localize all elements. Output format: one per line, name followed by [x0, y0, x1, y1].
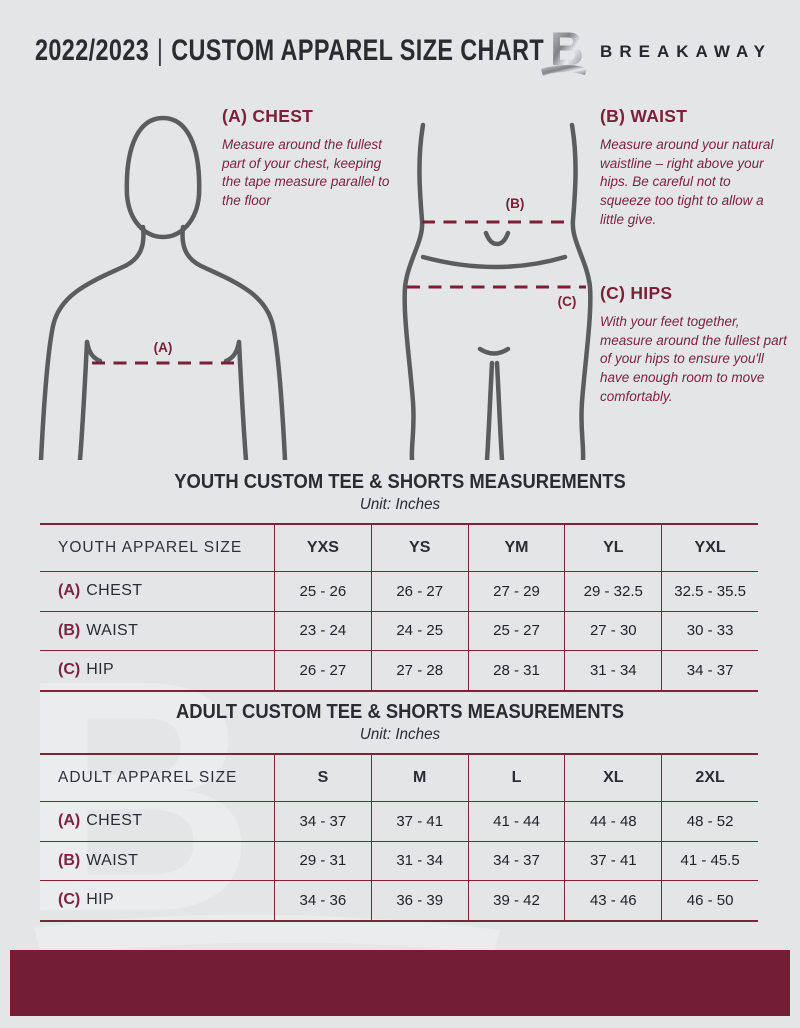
measurement-value: 27 - 28: [370, 651, 468, 690]
hips-instruction-block: (C) HIPS With your feet together, measur…: [600, 283, 792, 406]
table-row: (C) HIP 26 - 27 27 - 28 28 - 31 31 - 34 …: [40, 650, 758, 690]
hips-heading: (C) HIPS: [600, 283, 673, 303]
waist-instruction-block: (B) WAIST Measure around your natural wa…: [600, 106, 780, 229]
measurement-value: 48 - 52: [661, 802, 758, 841]
measurement-value: 24 - 25: [370, 611, 468, 650]
table-row: (B) WAIST 29 - 31 31 - 34 34 - 37 37 - 4…: [40, 840, 758, 881]
chest-instruction-block: (A) CHEST Measure around the fullest par…: [222, 106, 394, 211]
row-header: (C) HIP: [40, 651, 274, 690]
measurement-value: 32.5 - 35.5: [661, 572, 758, 611]
measurement-value: 39 - 42: [467, 881, 565, 920]
waist-instruction-text: Measure around your natural waistline – …: [600, 137, 774, 227]
measurement-value: 37 - 41: [370, 802, 468, 841]
row-header: (C) HIP: [40, 881, 274, 920]
size-header: M: [370, 755, 468, 801]
title-divider: |: [156, 34, 164, 67]
row-label: HIP: [86, 891, 115, 909]
brand-name: BREAKAWAY: [600, 42, 772, 61]
page-title: 2022/2023 | CUSTOM APPAREL SIZE CHART: [35, 34, 544, 68]
measurement-value: 28 - 31: [467, 651, 565, 690]
row-label: CHEST: [86, 812, 143, 830]
adult-table-unit: Unit: Inches: [359, 726, 441, 743]
breakaway-watermark-logo: B: [18, 628, 500, 973]
size-header: YL: [564, 525, 661, 571]
chest-heading: (A) CHEST: [222, 106, 314, 126]
row-prefix: (B): [58, 621, 81, 639]
size-header: 2XL: [661, 755, 758, 801]
measurement-value: 27 - 29: [467, 572, 565, 611]
row-prefix: (C): [58, 661, 81, 679]
youth-table-header-row: YOUTH APPAREL SIZE YXS YS YM YL YXL: [40, 525, 758, 571]
measurement-value: 25 - 26: [274, 572, 371, 611]
table-row: (C) HIP 34 - 36 36 - 39 39 - 42 43 - 46 …: [40, 880, 758, 920]
upper-body-figure: (A): [38, 115, 288, 460]
measurement-value: 34 - 36: [274, 881, 371, 920]
size-header: YS: [370, 525, 468, 571]
row-header: (B) WAIST: [40, 612, 274, 651]
table-row: (A) CHEST 25 - 26 26 - 27 27 - 29 29 - 3…: [40, 571, 758, 611]
youth-table-title: YOUTH CUSTOM TEE & SHORTS MEASUREMENTS: [174, 471, 626, 493]
measurement-value: 43 - 46: [564, 881, 661, 920]
row-prefix: (B): [58, 851, 81, 869]
adult-size-table: ADULT APPAREL SIZE S M L XL 2XL (A) CHES…: [40, 753, 758, 922]
footer-bar: [10, 950, 790, 1016]
size-header: YXL: [661, 525, 758, 571]
lower-body-figure: (B) (C): [402, 122, 593, 460]
measurement-value: 41 - 45.5: [661, 841, 758, 880]
size-header: YM: [467, 525, 565, 571]
table-row: (B) WAIST 23 - 24 24 - 25 25 - 27 27 - 3…: [40, 610, 758, 651]
measurement-value: 34 - 37: [274, 802, 371, 841]
measurement-value: 46 - 50: [661, 881, 758, 920]
row-label: CHEST: [86, 582, 143, 600]
measurement-value: 31 - 34: [370, 841, 468, 880]
measurement-value: 29 - 31: [274, 841, 371, 880]
row-label: WAIST: [86, 851, 139, 869]
row-header: (A) CHEST: [40, 802, 274, 841]
measurement-value: 27 - 30: [564, 611, 661, 650]
row-header: (A) CHEST: [40, 572, 274, 611]
size-header: XL: [564, 755, 661, 801]
title-year: 2022/2023: [35, 34, 150, 67]
measurement-value: 26 - 27: [370, 572, 468, 611]
adult-table-title: ADULT CUSTOM TEE & SHORTS MEASUREMENTS: [175, 701, 625, 723]
breakaway-logo-icon: B: [541, 22, 588, 76]
row-header: (B) WAIST: [40, 842, 274, 881]
row-prefix: (C): [58, 891, 81, 909]
adult-size-col-header: ADULT APPAREL SIZE: [58, 769, 238, 786]
table-row: (A) CHEST 34 - 37 37 - 41 41 - 44 44 - 4…: [40, 801, 758, 841]
size-header: YXS: [274, 525, 371, 571]
size-header: S: [274, 755, 371, 801]
waist-heading: (B) WAIST: [600, 106, 688, 126]
measurement-value: 31 - 34: [564, 651, 661, 690]
measurement-value: 44 - 48: [564, 802, 661, 841]
measurement-value: 26 - 27: [274, 651, 371, 690]
title-text: CUSTOM APPAREL SIZE CHART: [171, 34, 545, 67]
size-header: L: [467, 755, 565, 801]
chest-instruction-text: Measure around the fullest part of your …: [222, 137, 390, 208]
hips-instruction-text: With your feet together, measure around …: [600, 314, 787, 404]
measurement-value: 36 - 39: [370, 881, 468, 920]
measurement-value: 34 - 37: [467, 841, 565, 880]
brand-lockup: B BREAKAWAY: [537, 22, 772, 82]
youth-size-col-header: YOUTH APPAREL SIZE: [58, 539, 243, 556]
youth-size-table: YOUTH APPAREL SIZE YXS YS YM YL YXL (A) …: [40, 523, 758, 692]
measurement-value: 37 - 41: [564, 841, 661, 880]
measurement-value: 23 - 24: [274, 611, 371, 650]
hips-line-label: (C): [558, 294, 577, 309]
row-label: HIP: [86, 661, 115, 679]
measurement-value: 34 - 37: [661, 651, 758, 690]
youth-table-unit: Unit: Inches: [359, 496, 441, 513]
measurement-value: 30 - 33: [661, 611, 758, 650]
row-label: WAIST: [86, 621, 139, 639]
adult-table-header-row: ADULT APPAREL SIZE S M L XL 2XL: [40, 755, 758, 801]
row-prefix: (A): [58, 582, 81, 600]
chest-line-label: (A): [154, 340, 173, 355]
measurement-value: 29 - 32.5: [564, 572, 661, 611]
row-prefix: (A): [58, 812, 81, 830]
measurement-value: 25 - 27: [467, 611, 565, 650]
waist-line-label: (B): [506, 196, 525, 211]
measurement-value: 41 - 44: [467, 802, 565, 841]
